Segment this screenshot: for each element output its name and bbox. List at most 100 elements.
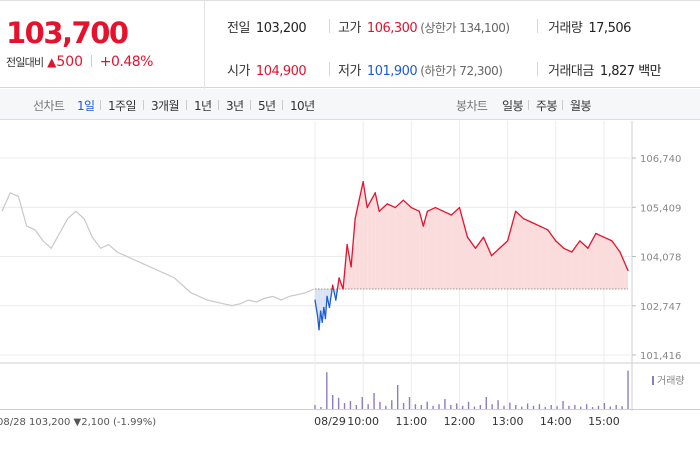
down-price-segment (314, 299, 319, 316)
x-axis: 08/29 10:00 11:00 12:00 13:00 14:00 15:00 08/28… (0, 415, 620, 428)
up-area-fill (403, 200, 412, 289)
tab-1-day[interactable]: 1일 (77, 99, 95, 113)
stat-volume: 거래량 17,506 (548, 17, 631, 36)
up-price-segment (563, 247, 573, 253)
up-price-segment (386, 203, 396, 209)
up-price-segment (336, 277, 340, 290)
up-price-segment (474, 236, 485, 249)
up-price-segment (595, 232, 605, 238)
up-price-segment (611, 240, 621, 253)
up-price-segment (418, 210, 424, 227)
up-area-fill (347, 244, 352, 289)
stat-value: 103,200 (255, 21, 307, 36)
up-area-fill (619, 251, 628, 289)
divider (250, 100, 251, 110)
down-area-fill (317, 288, 320, 330)
x-tick-label: 10:00 (347, 415, 379, 428)
tab-monthly-candle[interactable]: 월봉 (570, 99, 591, 113)
up-area-fill (611, 240, 620, 289)
up-price-segment (571, 240, 581, 253)
previous-day-line (1, 191, 315, 307)
up-area-fill (355, 200, 360, 289)
x-tick-label: 12:00 (444, 415, 476, 428)
up-area-fill (467, 237, 476, 289)
stat-label: 시가 (227, 64, 250, 79)
stat-value: 17,506 (588, 21, 631, 36)
y-tick-label: 105,409 (640, 203, 681, 214)
down-price-segment (318, 310, 322, 331)
up-area-fill (379, 203, 388, 289)
tab-1-week[interactable]: 1주일 (108, 99, 137, 113)
divider (562, 100, 563, 110)
down-price-segment (326, 295, 331, 309)
lower-limit: (하한가 72,300) (420, 64, 503, 78)
up-price-segment (539, 225, 549, 231)
up-area-fill (491, 248, 500, 289)
up-area-fill (435, 207, 444, 289)
tab-5-years[interactable]: 5년 (258, 99, 276, 113)
x-tick-label: 08/29 (314, 415, 346, 428)
line-chart-label[interactable]: 선차트 (33, 99, 65, 113)
change-label: 전일대비 (6, 56, 44, 69)
up-price-segment (410, 206, 420, 212)
up-area-fill (367, 200, 372, 289)
up-price-segment (374, 192, 380, 212)
area-fills (315, 181, 628, 330)
up-price-segment (350, 218, 356, 268)
up-price-segment (490, 247, 501, 257)
candle-chart-label[interactable]: 봉차트 (456, 99, 488, 113)
tab-daily-candle[interactable]: 일봉 (502, 99, 523, 113)
up-area-fill (343, 244, 348, 289)
up-price-segment (338, 277, 344, 290)
up-area-fill (603, 237, 612, 289)
up-area-fill (515, 211, 524, 289)
stat-low: 저가 101,900 (하한가 72,300) (338, 60, 503, 79)
stat-amount: 거래대금 1,827 백만 (548, 60, 662, 79)
up-area-fill (371, 192, 376, 289)
up-area-fill (411, 207, 420, 289)
up-area-fill (443, 211, 452, 289)
up-area-fill (555, 240, 564, 289)
up-price-segment (603, 236, 613, 242)
up-price-segment (531, 221, 541, 227)
chart-period-tabs: 선차트 1일 1주일 3개월 1년 3년 5년 10년 봉차트 일봉 주봉 월봉 (0, 89, 700, 120)
up-area-fill (451, 207, 460, 289)
up-price-segment (498, 240, 509, 249)
up-price-segment (394, 199, 404, 209)
up-area-fill (571, 240, 580, 289)
stat-label: 거래량 (548, 21, 583, 36)
up-price-segment (619, 251, 629, 272)
up-area-fill (423, 211, 428, 289)
up-price-segment (466, 236, 477, 249)
stat-open: 시가 104,900 (227, 60, 307, 79)
tab-weekly-candle[interactable]: 주봉 (536, 99, 557, 113)
tab-1-year[interactable]: 1년 (194, 99, 212, 113)
up-price-segment (450, 206, 461, 216)
tab-10-years[interactable]: 10년 (290, 99, 315, 113)
down-area-fill (323, 288, 326, 319)
divider (90, 55, 92, 67)
up-price-segment (422, 210, 429, 227)
up-area-fill (499, 240, 508, 289)
down-price-segment (332, 288, 337, 301)
up-price-segment (555, 240, 565, 249)
divider (282, 100, 283, 110)
up-area-fill (523, 218, 532, 289)
up-price-segment (342, 243, 348, 290)
stat-label: 거래대금 (548, 64, 594, 79)
up-price-segment (579, 240, 589, 249)
tab-3-months[interactable]: 3개월 (151, 99, 180, 113)
up-price-segment (482, 236, 493, 257)
previous-day-caption: 08/28 103,200 ▼2,100 (-1.99%) (0, 417, 156, 428)
stock-summary-header: 103,700 전일대비 ▲500 +0.48% 전일 103,200 고가 106… (0, 0, 700, 89)
volume-bars: 거래량 (314, 370, 685, 409)
up-area-fill (595, 233, 604, 289)
upper-limit: (상한가 134,100) (420, 21, 510, 35)
divider (186, 100, 187, 110)
up-area-fill (395, 200, 404, 289)
y-tick-label: 106,740 (640, 154, 681, 165)
stat-value: 104,900 (255, 64, 307, 79)
up-price-segment (366, 199, 372, 209)
tab-3-years[interactable]: 3년 (226, 99, 244, 113)
up-triangle-icon: ▲ (47, 55, 57, 69)
